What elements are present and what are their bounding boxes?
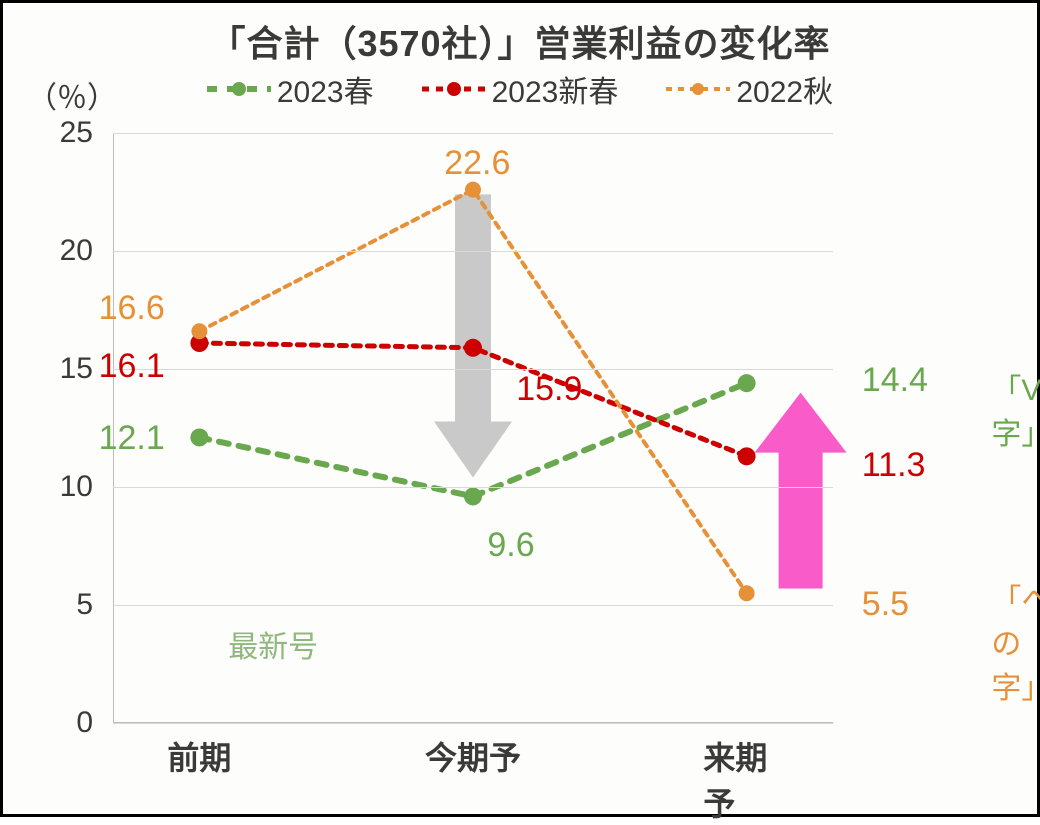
legend-item: 2023春 — [207, 67, 374, 111]
legend-item: 2023新春 — [422, 67, 619, 111]
y-tick-label: 15 — [60, 352, 93, 386]
legend-label: 2023新春 — [492, 67, 619, 111]
legend-item: 2022秋 — [666, 67, 833, 111]
series-marker — [738, 447, 756, 465]
legend-label: 2022秋 — [736, 67, 833, 111]
data-label: 15.9 — [516, 370, 582, 409]
y-tick-label: 10 — [60, 470, 93, 504]
data-label: 9.6 — [487, 526, 534, 565]
series-marker — [739, 585, 755, 601]
chart-container: 「合計（3570社）」営業利益の変化率 （％） 2023春2023新春2022秋… — [0, 0, 1040, 817]
legend-swatch — [666, 80, 730, 98]
gridline — [113, 605, 833, 606]
series-marker — [465, 182, 481, 198]
gray-down-arrow — [434, 194, 512, 477]
y-tick-label: 0 — [76, 706, 93, 740]
legend-swatch — [207, 80, 271, 98]
data-label: 16.6 — [99, 289, 165, 328]
x-tick-label: 今期予 — [425, 733, 521, 779]
data-label: 5.5 — [862, 585, 909, 624]
y-tick-label: 5 — [76, 588, 93, 622]
series-marker — [738, 374, 756, 392]
y-tick-label: 20 — [60, 234, 93, 268]
series-marker — [190, 428, 208, 446]
gridline — [113, 133, 833, 134]
data-label: 12.1 — [99, 419, 165, 458]
annotation-he-shape: 「への字」 — [991, 575, 1040, 707]
series-marker — [464, 487, 482, 505]
gridline — [113, 487, 833, 488]
x-tick-label: 来期予 — [703, 733, 789, 825]
gridline — [113, 723, 833, 724]
pink-up-arrow — [755, 393, 847, 589]
gridline — [113, 251, 833, 252]
annotation-latest: 最新号 — [228, 622, 318, 666]
series-marker — [191, 323, 207, 339]
legend-label: 2023春 — [277, 67, 374, 111]
plot-area: 0510152025前期今期予来期予12.19.614.416.115.911.… — [113, 133, 833, 723]
legend: 2023春 2023新春 2022秋 — [3, 67, 1037, 111]
gridline — [113, 369, 833, 370]
data-label: 14.4 — [862, 361, 928, 400]
annotation-v-shape: 「V字」 — [991, 365, 1040, 453]
chart-title: 「合計（3570社）」営業利益の変化率 — [3, 15, 1037, 67]
legend-swatch — [422, 80, 486, 98]
chart-svg — [113, 133, 833, 723]
y-tick-label: 25 — [60, 116, 93, 150]
series-marker — [464, 339, 482, 357]
data-label: 16.1 — [99, 347, 165, 386]
data-label: 22.6 — [444, 144, 510, 183]
data-label: 11.3 — [862, 446, 926, 485]
x-tick-label: 前期 — [167, 733, 231, 779]
